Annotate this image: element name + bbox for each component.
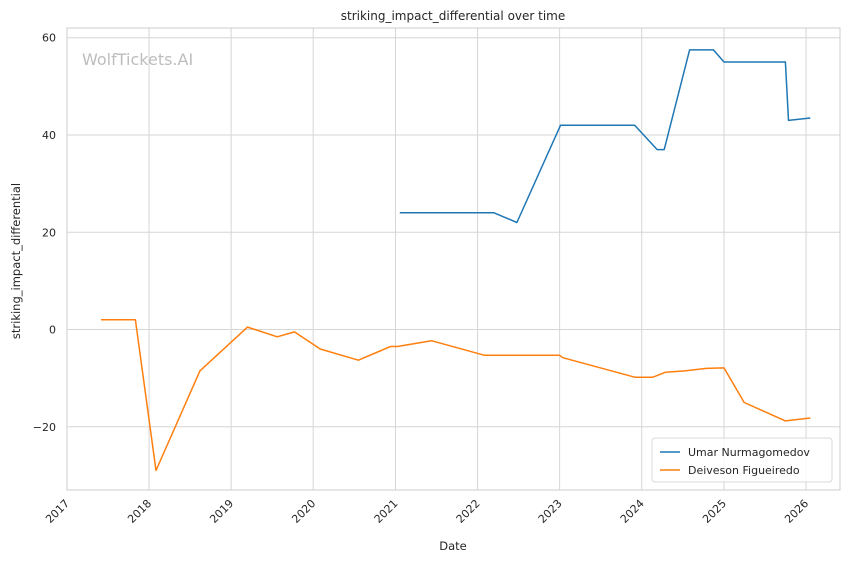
legend-box (651, 437, 833, 483)
x-tick-label: 2022 (454, 497, 483, 526)
x-tick-label: 2017 (43, 497, 72, 526)
legend-entry: Umar Nurmagomedov (688, 446, 810, 459)
x-axis-label: Date (439, 539, 467, 553)
chart-title: striking_impact_differential over time (341, 9, 566, 23)
series-line-2 (101, 319, 811, 472)
y-tick-labels: −20 0 20 40 60 (33, 32, 56, 434)
x-tick-label: 2024 (618, 497, 647, 526)
series-lines (101, 49, 811, 472)
plot-frame (66, 27, 841, 491)
y-axis-label: striking_impact_differential (9, 183, 23, 339)
gridlines (66, 28, 840, 490)
x-tick-label: 2025 (700, 497, 729, 526)
x-tick-label: 2020 (289, 497, 318, 526)
x-tick-label: 2023 (536, 497, 565, 526)
y-tick-label: −20 (33, 421, 56, 434)
y-tick-label: 60 (42, 32, 56, 45)
y-tick-label: 0 (49, 324, 56, 337)
legend-entry: Deiveson Figueiredo (688, 464, 800, 477)
x-tick-label: 2026 (782, 497, 811, 526)
legend: Umar Nurmagomedov Deiveson Figueiredo (651, 437, 833, 483)
y-tick-label: 40 (42, 129, 56, 142)
watermark: WolfTickets.AI (82, 50, 193, 69)
y-tick-label: 20 (42, 226, 56, 239)
x-tick-label: 2021 (372, 497, 401, 526)
x-tick-label: 2018 (125, 497, 154, 526)
x-tick-labels: 2017 2018 2019 2020 2021 2022 2023 2024 2025 2026 (43, 497, 811, 526)
series-line-1 (399, 49, 811, 224)
x-tick-label: 2019 (207, 497, 236, 526)
